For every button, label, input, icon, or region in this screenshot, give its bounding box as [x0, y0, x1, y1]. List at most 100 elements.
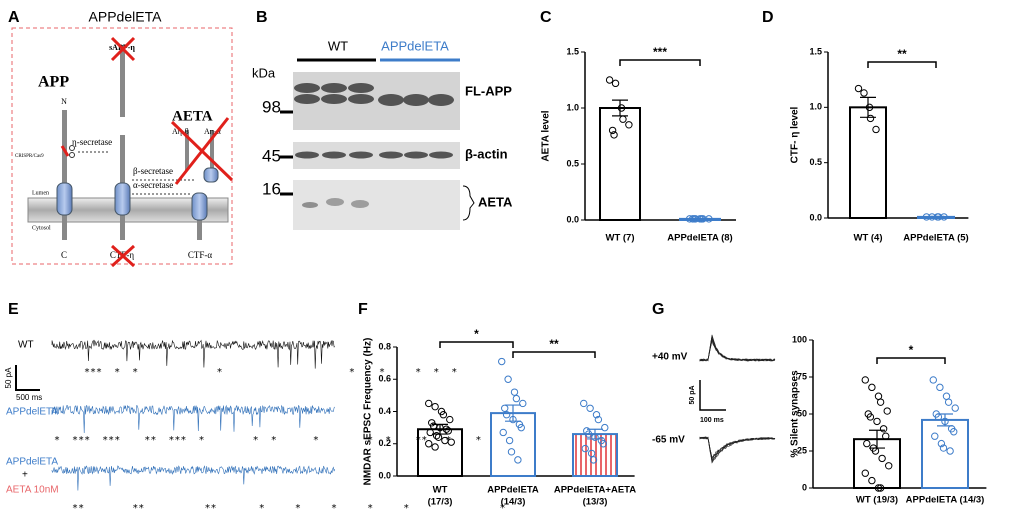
label: Cytosol: [32, 225, 51, 231]
data-point: [586, 404, 594, 412]
data-point: [587, 449, 596, 458]
y-tick-label: 0.0: [809, 212, 822, 222]
row-label: APPdelETA: [6, 407, 58, 418]
data-point: [876, 398, 885, 406]
x-tick-label: APPdelETA: [487, 485, 539, 496]
label: APP: [38, 74, 69, 91]
data-point: [599, 440, 607, 448]
scale-label: 500 ms: [16, 393, 42, 402]
data-point: [696, 215, 704, 223]
data-point: [507, 448, 516, 456]
x-tick-label: WT (7): [605, 233, 634, 244]
diagram: APPdelETA APP N C sAPP-η η-secretase CRI…: [11, 9, 234, 268]
scale-bar: [15, 365, 40, 391]
y-axis-label: AETA level: [541, 110, 552, 161]
y-tick-label: 0.0: [566, 214, 579, 224]
data-point: [501, 404, 509, 412]
row-label: +: [22, 470, 28, 481]
data-point: [946, 447, 954, 455]
data-point: [439, 411, 448, 419]
arrow: [78, 151, 196, 195]
event-stars: *** * * * * * * * *: [84, 367, 457, 378]
panel-letter: E: [8, 301, 19, 318]
data-point: [941, 417, 949, 426]
y-tick-label: 0.5: [809, 157, 822, 167]
rod: [120, 45, 125, 117]
bar: [849, 106, 887, 219]
data-point: [617, 104, 626, 112]
data-point: [434, 433, 443, 441]
cylinder: [191, 192, 208, 221]
data-point: [447, 438, 455, 446]
row-label: APPdelETA: [6, 457, 58, 468]
significance-bracket: [439, 341, 514, 348]
cylinder: [56, 182, 73, 216]
data-point: [584, 430, 593, 438]
significance-label: **: [549, 337, 559, 351]
data-point: [876, 484, 885, 492]
bar-chart: 0.0 0.2 0.4 0.6 0.8 NMDAR sEPSC Frequency (Hz…: [363, 327, 637, 507]
bar-chart: 0.0 0.5 1.0 1.5 CTF- η level WT (4) APPdelETA …: [790, 46, 969, 243]
data-point: [610, 131, 618, 139]
y-axis-label: NMDAR sEPSC Frequency (Hz): [363, 338, 374, 486]
significance-label: *: [474, 327, 479, 341]
x-tick-label: WT (4): [853, 233, 882, 244]
current-trace: [51, 404, 336, 434]
holding-label: +40 mV: [652, 352, 688, 363]
data-point: [509, 415, 517, 424]
data-point: [871, 447, 880, 455]
data-point: [502, 411, 511, 419]
data-point: [940, 213, 948, 221]
y-tick-label: 75: [797, 371, 807, 381]
data-point: [594, 415, 603, 424]
data-point: [868, 383, 876, 392]
bar: [572, 433, 618, 478]
data-point: [498, 357, 506, 366]
label: Aη-α: [204, 127, 222, 136]
data-point: [512, 394, 521, 403]
bar: [599, 107, 641, 221]
data-point: [510, 388, 519, 396]
row-label: AETA 10nM: [6, 485, 59, 496]
bracket: [462, 185, 475, 221]
bar-chart: 0 25 50 75 100 % Silent synapses WT (19/3) APPd…: [790, 334, 987, 506]
data-point: [611, 79, 620, 88]
data-point: [625, 121, 633, 129]
data-point: [444, 427, 452, 435]
y-tick-label: 0.2: [378, 438, 391, 448]
data-point: [934, 213, 943, 221]
data-point: [929, 376, 937, 384]
data-point: [442, 425, 451, 433]
panel-letter: C: [540, 9, 552, 26]
marker-tick: [280, 110, 293, 196]
data-point: [581, 444, 589, 453]
x-tick-label: APPdelETA (5): [903, 233, 968, 244]
data-point: [873, 417, 881, 426]
y-tick-label: 0.6: [378, 374, 391, 384]
label: CTF-α: [188, 250, 213, 260]
data-point: [860, 89, 868, 97]
rod: [197, 210, 202, 240]
label: C: [61, 250, 67, 260]
data-point: [589, 456, 598, 464]
label: η-secretase: [72, 137, 112, 147]
panel-letter: B: [256, 9, 268, 26]
data-point: [868, 476, 876, 485]
rod: [185, 130, 189, 170]
marker-label: 45: [262, 146, 281, 165]
evoked-trace: [699, 436, 776, 464]
y-tick-label: 0.8: [378, 341, 391, 351]
data-point: [883, 407, 891, 415]
traces-e: WT APPdelETA APPdelETA + AETA 10nM *** *…: [4, 340, 505, 514]
y-tick-label: 1.0: [566, 102, 579, 112]
data-point: [951, 404, 959, 412]
y-tick-label: 1.5: [566, 46, 579, 56]
event-stars: * *** *** ** *** * * * * * * ** * *: [54, 435, 481, 446]
data-point: [865, 103, 874, 112]
band-label: AETA: [478, 194, 513, 209]
significance-label: *: [909, 343, 914, 357]
blot-strip: [293, 180, 460, 230]
data-point: [601, 423, 609, 432]
data-point: [431, 443, 439, 451]
data-point: [861, 376, 869, 384]
